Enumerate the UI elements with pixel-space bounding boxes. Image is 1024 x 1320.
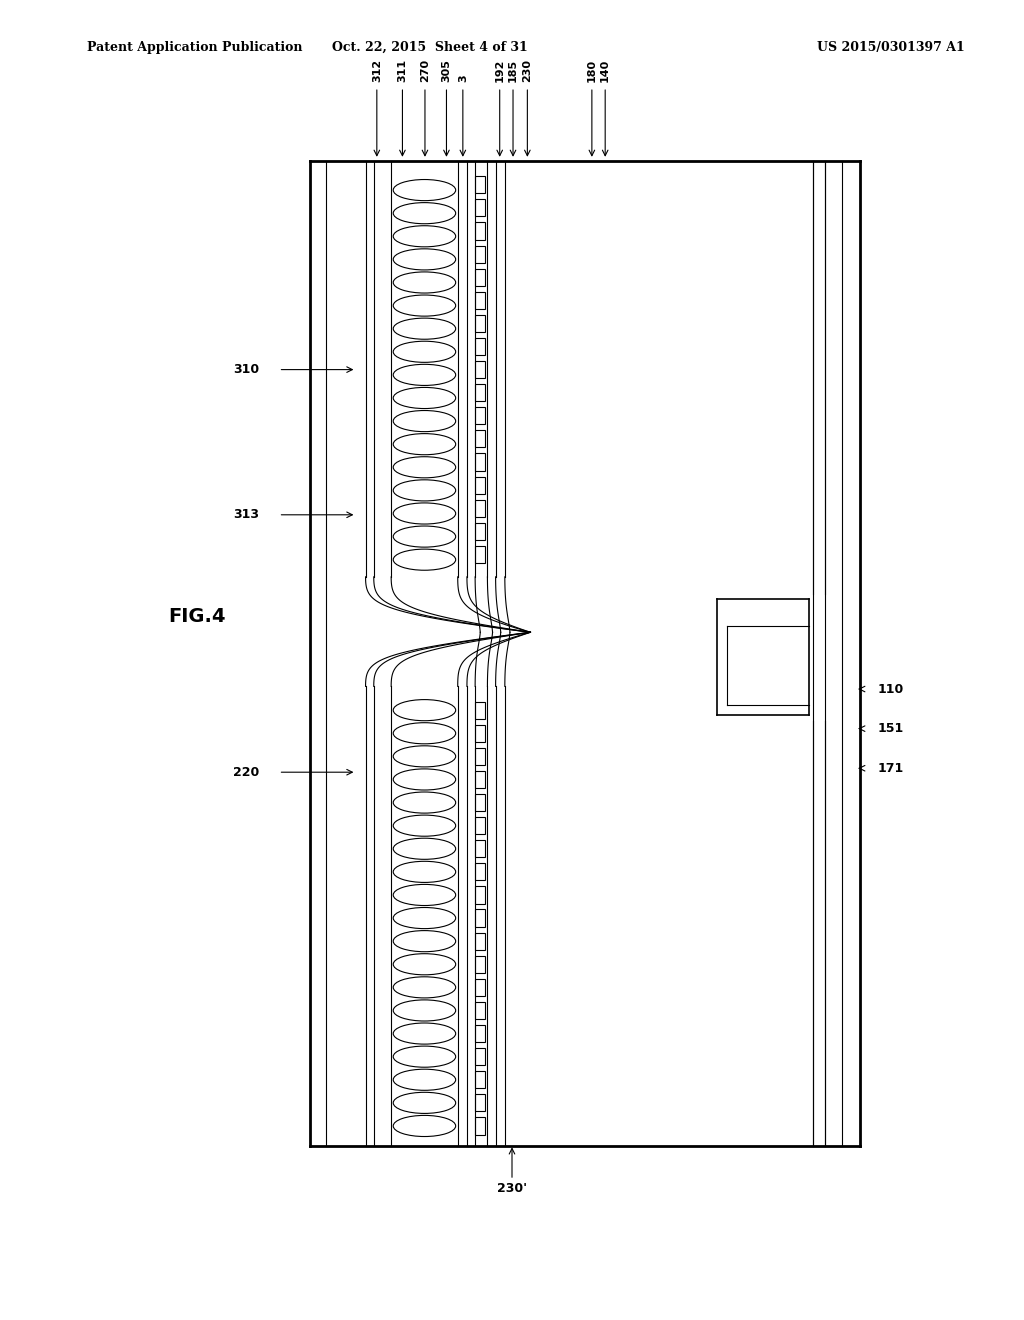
Text: 230: 230: [522, 59, 532, 82]
Text: 3: 3: [458, 74, 468, 82]
Text: 110: 110: [878, 682, 904, 696]
Bar: [475, 292, 485, 309]
Text: 310: 310: [232, 363, 259, 376]
Bar: [475, 360, 485, 378]
Text: 311: 311: [397, 58, 408, 82]
Text: 192: 192: [495, 58, 505, 82]
Text: 313: 313: [232, 508, 259, 521]
Bar: [475, 841, 485, 858]
Text: US 2015/0301397 A1: US 2015/0301397 A1: [817, 41, 965, 54]
Text: 305: 305: [441, 59, 452, 82]
Bar: [475, 702, 485, 718]
Bar: [475, 199, 485, 216]
Text: 230': 230': [497, 1181, 527, 1195]
Bar: [475, 500, 485, 516]
Text: Patent Application Publication: Patent Application Publication: [87, 41, 302, 54]
Bar: [475, 384, 485, 401]
Bar: [475, 771, 485, 788]
Bar: [475, 176, 485, 193]
Text: Oct. 22, 2015  Sheet 4 of 31: Oct. 22, 2015 Sheet 4 of 31: [332, 41, 528, 54]
Text: 140: 140: [600, 58, 610, 82]
Bar: [475, 979, 485, 997]
Text: 312: 312: [372, 58, 382, 82]
Bar: [475, 1048, 485, 1065]
Bar: [475, 1094, 485, 1111]
Bar: [475, 956, 485, 973]
Bar: [475, 725, 485, 742]
Bar: [475, 863, 485, 880]
Bar: [475, 523, 485, 540]
Text: 270: 270: [420, 58, 430, 82]
Bar: [475, 1026, 485, 1043]
Bar: [475, 747, 485, 766]
Bar: [475, 817, 485, 834]
Bar: [475, 314, 485, 331]
Bar: [475, 430, 485, 447]
Bar: [475, 1072, 485, 1088]
Text: 171: 171: [878, 762, 904, 775]
Text: 185: 185: [508, 58, 518, 82]
Bar: [475, 795, 485, 810]
Bar: [475, 268, 485, 286]
Bar: [475, 1117, 485, 1135]
Text: 220: 220: [232, 766, 259, 779]
Bar: [475, 338, 485, 355]
Text: FIG.4: FIG.4: [168, 607, 225, 626]
Bar: [475, 477, 485, 494]
Bar: [475, 546, 485, 562]
Bar: [475, 454, 485, 471]
Bar: [475, 1002, 485, 1019]
Bar: [475, 933, 485, 950]
Bar: [475, 222, 485, 240]
Text: 151: 151: [878, 722, 904, 735]
Bar: [475, 407, 485, 425]
Bar: [475, 246, 485, 263]
Bar: [475, 887, 485, 904]
Text: 180: 180: [587, 58, 597, 82]
Bar: [475, 909, 485, 927]
